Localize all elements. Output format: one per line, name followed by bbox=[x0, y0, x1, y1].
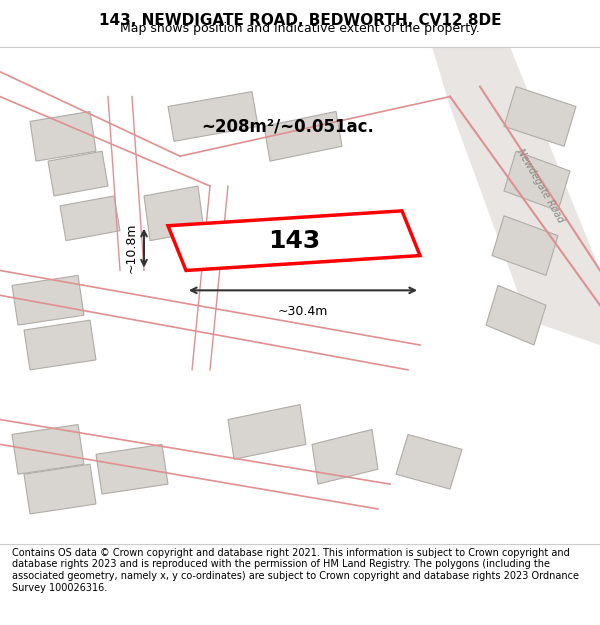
Polygon shape bbox=[312, 429, 378, 484]
Polygon shape bbox=[48, 151, 108, 196]
Text: ~10.8m: ~10.8m bbox=[125, 223, 138, 273]
Text: ~30.4m: ~30.4m bbox=[278, 305, 328, 318]
Text: Contains OS data © Crown copyright and database right 2021. This information is : Contains OS data © Crown copyright and d… bbox=[12, 548, 579, 592]
Text: 143: 143 bbox=[268, 229, 320, 253]
Polygon shape bbox=[60, 196, 120, 241]
Text: 143, NEWDIGATE ROAD, BEDWORTH, CV12 8DE: 143, NEWDIGATE ROAD, BEDWORTH, CV12 8DE bbox=[99, 13, 501, 28]
Polygon shape bbox=[504, 87, 576, 146]
Polygon shape bbox=[432, 47, 600, 345]
Polygon shape bbox=[396, 434, 462, 489]
Polygon shape bbox=[486, 286, 546, 345]
Polygon shape bbox=[30, 111, 96, 161]
Polygon shape bbox=[144, 186, 204, 241]
Polygon shape bbox=[12, 424, 84, 474]
Polygon shape bbox=[228, 404, 306, 459]
Polygon shape bbox=[504, 151, 570, 211]
Polygon shape bbox=[168, 211, 420, 271]
Polygon shape bbox=[24, 320, 96, 370]
Polygon shape bbox=[168, 92, 258, 141]
Text: Newdegate Road: Newdegate Road bbox=[515, 148, 565, 225]
Polygon shape bbox=[12, 276, 84, 325]
Polygon shape bbox=[492, 216, 558, 276]
Text: ~208m²/~0.051ac.: ~208m²/~0.051ac. bbox=[202, 118, 374, 136]
Text: Map shows position and indicative extent of the property.: Map shows position and indicative extent… bbox=[120, 22, 480, 35]
Polygon shape bbox=[96, 444, 168, 494]
Polygon shape bbox=[24, 464, 96, 514]
Polygon shape bbox=[264, 111, 342, 161]
